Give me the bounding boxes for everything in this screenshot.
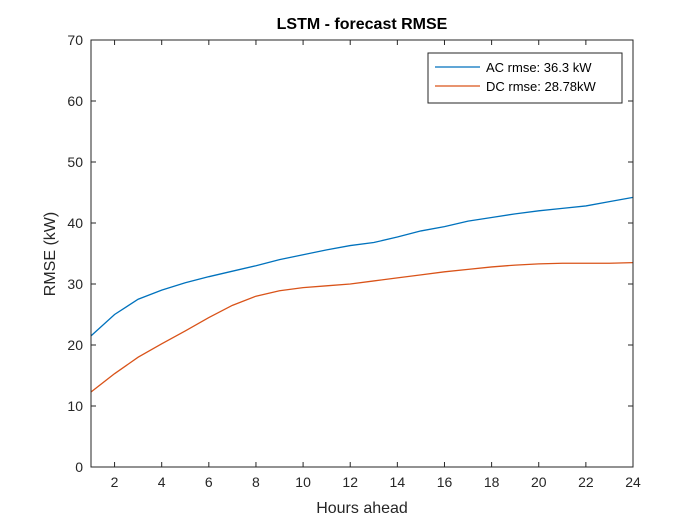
x-tick-label: 10 [295,474,311,490]
chart-title: LSTM - forecast RMSE [277,16,448,33]
x-tick-label: 2 [111,474,119,490]
x-tick-label: 20 [531,474,547,490]
y-tick-label: 40 [67,215,83,231]
x-tick-label: 14 [390,474,406,490]
y-tick-label: 60 [67,93,83,109]
x-tick-label: 16 [437,474,453,490]
y-tick-label: 0 [75,459,83,475]
x-tick-label: 18 [484,474,500,490]
legend-label-2: DC rmse: 28.78kW [486,79,597,94]
y-axis-label: RMSE (kW) [42,212,59,296]
axes-box [90,39,634,468]
x-tick-label: 4 [158,474,166,490]
x-tick-label: 6 [205,474,213,490]
series-line-1 [90,196,634,337]
series-line-2 [90,262,634,393]
y-tick-label: 50 [67,154,83,170]
x-tick-label: 24 [625,474,641,490]
y-tick-label: 10 [67,398,83,414]
y-tick-label: 20 [67,337,83,353]
x-axis-label: Hours ahead [316,500,408,517]
x-tick-label: 8 [252,474,260,490]
legend-box [427,52,623,104]
y-tick-label: 30 [67,276,83,292]
legend: AC rmse: 36.3 kW DC rmse: 28.78kW [427,52,623,104]
y-tick-label: 70 [67,32,83,48]
plot-area [91,40,633,467]
x-tick-label: 12 [342,474,358,490]
legend-label-1: AC rmse: 36.3 kW [486,60,592,75]
x-tick-label: 22 [578,474,594,490]
series-layer [90,196,634,393]
